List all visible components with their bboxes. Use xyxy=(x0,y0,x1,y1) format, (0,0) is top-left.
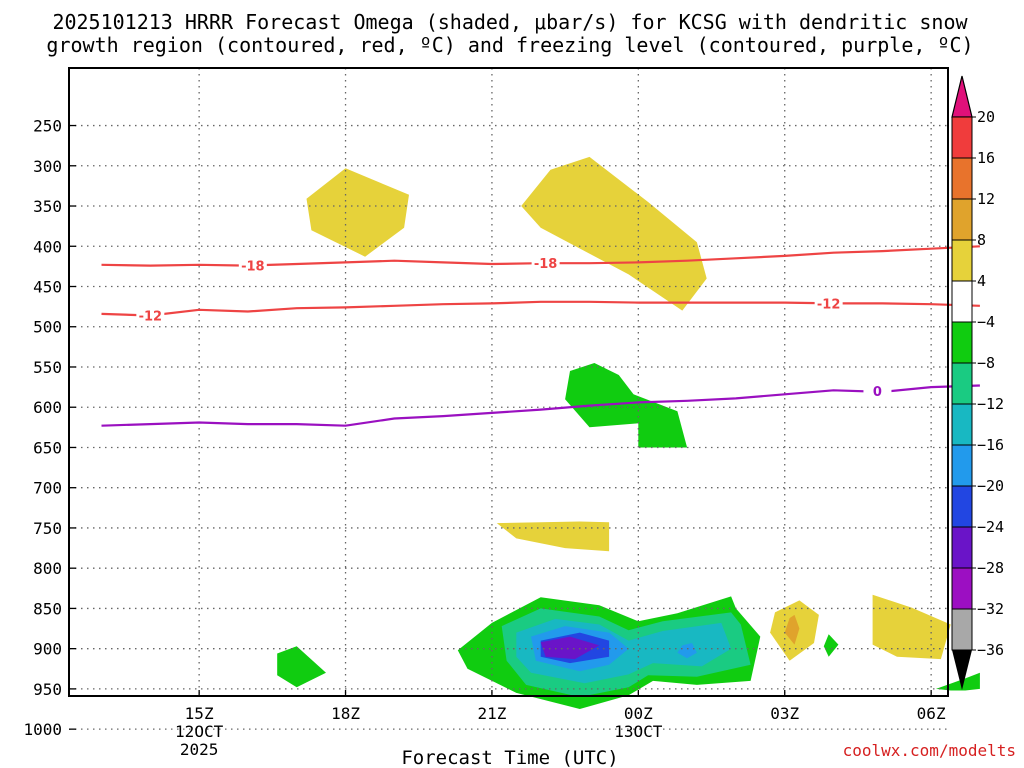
colorbar-top-arrow xyxy=(951,75,973,118)
omega-region-5 xyxy=(784,614,800,645)
chart-title-line1: 2025101213 HRRR Forecast Omega (shaded, … xyxy=(52,10,968,34)
colorbar-swatch-4 xyxy=(951,280,973,323)
x-tick-label-18-0: 18Z xyxy=(331,704,360,723)
credit-text: coolwx.com/modelts xyxy=(843,741,1016,760)
omega-region-0 xyxy=(306,168,409,257)
omega-region-1 xyxy=(521,156,707,311)
y-tick-label-900: 900 xyxy=(33,640,62,659)
colorbar-swatch-2 xyxy=(951,198,973,241)
omega-region-10 xyxy=(936,672,980,691)
contour-label-bg--18-0 xyxy=(238,257,267,273)
y-tick-label-350: 350 xyxy=(33,197,62,216)
contour-label--12-1: -12 xyxy=(817,297,841,312)
x-axis-label: Forecast Time (UTC) xyxy=(401,747,618,768)
colorbar-swatch-11 xyxy=(951,567,973,610)
colorbar-label-2: 12 xyxy=(977,190,995,208)
colorbar-label-5: −4 xyxy=(977,313,995,331)
chart-title-line2: growth region (contoured, red, ºC) and f… xyxy=(46,33,973,57)
y-tick-label-450: 450 xyxy=(33,278,62,297)
x-tick-label-24-0: 00Z xyxy=(624,704,653,723)
y-tick-label-950: 950 xyxy=(33,680,62,699)
contour-label-bg--18-1 xyxy=(531,255,560,271)
y-tick-label-400: 400 xyxy=(33,237,62,256)
contour-label--18-1: -18 xyxy=(534,257,558,272)
colorbar-label-0: 20 xyxy=(977,108,995,126)
grid-lines xyxy=(69,68,948,730)
colorbar-swatch-10 xyxy=(951,526,973,569)
omega-region-2 xyxy=(496,521,610,552)
temperature-contours: -18 -18 -12 -12 0 xyxy=(101,245,980,427)
x-tick-label-27-0: 03Z xyxy=(770,704,799,723)
y-tick-label-750: 750 xyxy=(33,519,62,538)
omega-region-14 xyxy=(677,643,697,659)
y-tick-label-500: 500 xyxy=(33,318,62,337)
y-tick-label-850: 850 xyxy=(33,599,62,618)
y-tick-label-800: 800 xyxy=(33,559,62,578)
colorbar-label-11: −28 xyxy=(977,559,1004,577)
x-tick-label-15-0: 15Z xyxy=(185,704,214,723)
contour-label-bg--12-0 xyxy=(136,307,165,323)
contour-label-bg--12-1 xyxy=(814,295,843,311)
colorbar: 20 16 12 8 4 −4 −8 −12 −16 −20 −24 −28 −32 −36 xyxy=(951,75,1004,690)
colorbar-label-13: −36 xyxy=(977,641,1004,659)
y-tick-label-300: 300 xyxy=(33,157,62,176)
colorbar-label-1: 16 xyxy=(977,149,995,167)
plot-background xyxy=(69,68,948,696)
y-tick-label-600: 600 xyxy=(33,398,62,417)
colorbar-swatch-12 xyxy=(951,608,973,651)
x-tick-label-15-2: 2025 xyxy=(180,740,219,759)
omega-region-16 xyxy=(540,636,600,660)
x-tick-label-21-0: 21Z xyxy=(477,704,506,723)
omega-region-7 xyxy=(565,363,688,448)
colorbar-swatch-0 xyxy=(951,116,973,159)
omega-region-4 xyxy=(872,594,951,660)
colorbar-label-4: 4 xyxy=(977,272,986,290)
contour-label-bg-0-0 xyxy=(863,383,892,399)
omega-region-9 xyxy=(823,634,839,657)
y-tick-label-1000: 1000 xyxy=(23,720,62,739)
x-tick-label-30-0: 06Z xyxy=(917,704,946,723)
colorbar-swatch-9 xyxy=(951,485,973,528)
colorbar-label-12: −32 xyxy=(977,600,1004,618)
x-tick-label-15-1: 12OCT xyxy=(175,722,224,741)
colorbar-label-3: 8 xyxy=(977,231,986,249)
y-tick-label-700: 700 xyxy=(33,479,62,498)
colorbar-label-9: −20 xyxy=(977,477,1004,495)
colorbar-swatch-8 xyxy=(951,444,973,487)
x-tick-label-24-1: 13OCT xyxy=(614,722,663,741)
y-axis-ticks: 250 300 350 400 450 500 550 600 650 700 750 800 850 9… xyxy=(23,117,76,739)
y-tick-label-550: 550 xyxy=(33,358,62,377)
colorbar-swatch-6 xyxy=(951,362,973,405)
contour-0 xyxy=(101,384,980,427)
y-tick-label-650: 650 xyxy=(33,438,62,457)
colorbar-swatch-3 xyxy=(951,239,973,282)
contour-label--12-0: -12 xyxy=(139,309,163,324)
colorbar-label-7: −12 xyxy=(977,395,1004,413)
colorbar-swatch-1 xyxy=(951,157,973,200)
contour-label--18-0: -18 xyxy=(241,260,265,275)
omega-shading xyxy=(277,156,980,709)
colorbar-label-6: −8 xyxy=(977,354,995,372)
omega-region-6 xyxy=(277,646,326,688)
colorbar-bottom-arrow xyxy=(952,650,972,690)
colorbar-label-10: −24 xyxy=(977,518,1004,536)
contour-label-0-0: 0 xyxy=(873,385,882,400)
y-tick-label-250: 250 xyxy=(33,117,62,136)
colorbar-swatch-7 xyxy=(951,403,973,446)
colorbar-swatch-5 xyxy=(951,321,973,364)
colorbar-label-8: −16 xyxy=(977,436,1004,454)
plot-frame xyxy=(68,67,949,697)
